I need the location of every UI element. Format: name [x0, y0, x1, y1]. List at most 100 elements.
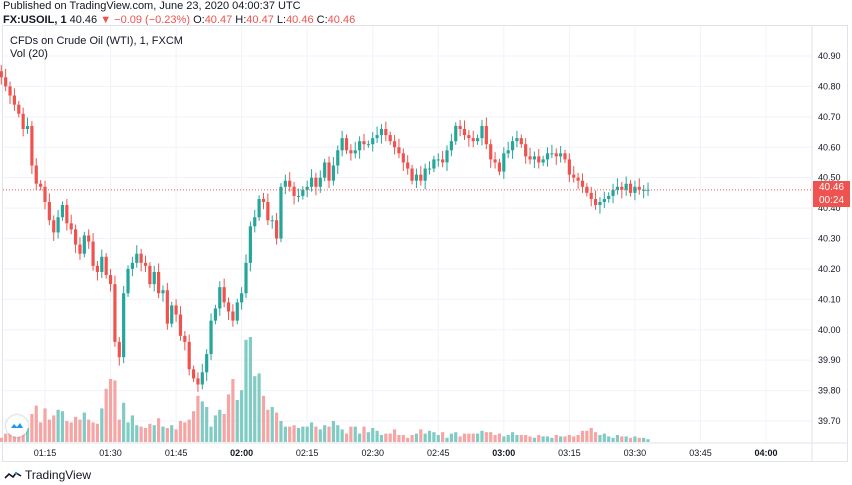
candle-body: [157, 271, 161, 294]
candle-body: [78, 244, 82, 254]
volume-bar: [139, 426, 143, 442]
time-tick-label: 03:30: [624, 448, 647, 458]
candle-body: [283, 180, 287, 187]
candle-body: [170, 305, 174, 324]
candle-body: [484, 125, 488, 145]
volume-bar: [414, 433, 419, 442]
candle-body: [183, 335, 187, 342]
candle-body: [454, 125, 458, 142]
low-value: 40.46: [286, 14, 314, 26]
volume-bar: [130, 415, 134, 442]
candle-body: [545, 153, 550, 160]
tradingview-logo-icon: [4, 471, 22, 479]
candle-body: [445, 150, 449, 163]
candle-body: [510, 141, 515, 151]
time-tick-label: 02:45: [427, 448, 450, 458]
volume-bar: [148, 423, 152, 442]
volume-bar: [572, 436, 576, 442]
candle-body: [314, 177, 318, 187]
candle-body: [323, 162, 327, 178]
close-value: 40.46: [327, 14, 356, 26]
candle-body: [47, 202, 51, 221]
volume-bar: [441, 432, 445, 442]
volume-bar: [515, 435, 519, 442]
volume-bar: [47, 419, 51, 442]
candle-body: [82, 235, 86, 254]
volume-bar: [231, 379, 235, 442]
candle-body: [152, 271, 156, 285]
volume-bar: [423, 433, 427, 442]
candle-body: [524, 144, 528, 157]
volume-bar: [205, 407, 209, 442]
candle-body: [576, 177, 580, 181]
price-tick-label: 39.80: [818, 386, 841, 396]
volume-bar: [602, 433, 606, 442]
candle-body: [100, 256, 104, 272]
volume-bar: [563, 436, 567, 442]
candle-body: [392, 141, 397, 148]
volume-bar: [633, 436, 637, 442]
candle-body: [174, 305, 178, 315]
candle-body: [406, 162, 410, 169]
price-tick-label: 40.50: [818, 173, 841, 183]
candle-body: [471, 138, 475, 142]
volume-bar: [362, 426, 366, 442]
tradingview-brand[interactable]: TradingView: [25, 468, 92, 482]
published-banner: Published on TradingView.com, June 23, 2…: [3, 0, 301, 12]
volume-bar: [524, 435, 528, 442]
volume-bar: [135, 425, 139, 442]
high-value: 40.47: [246, 14, 274, 26]
volume-bar: [375, 430, 379, 442]
price-tick-label: 40.80: [818, 81, 841, 91]
candle-body: [205, 354, 209, 373]
candle-body: [502, 153, 506, 172]
candle-body: [580, 180, 585, 187]
volume-bar: [152, 425, 156, 442]
volume-bar: [187, 419, 191, 442]
volume-bar: [191, 411, 196, 442]
candle-body: [353, 150, 357, 154]
candle-body: [349, 150, 353, 154]
price-tick-label: 40.00: [818, 325, 841, 335]
volume-bar: [165, 428, 169, 442]
volume-bar: [331, 421, 335, 442]
candle-body: [25, 125, 30, 129]
volume-bar: [528, 436, 532, 442]
candle-body: [423, 168, 427, 181]
volume-bar: [397, 435, 401, 442]
volume-bar: [541, 436, 545, 442]
candle-body: [235, 302, 239, 321]
volume-bar: [506, 435, 510, 442]
candle-body: [379, 129, 384, 136]
volume-bar: [143, 428, 148, 442]
volume-bar: [497, 433, 502, 442]
candle-body: [441, 159, 445, 163]
candle-body: [633, 186, 637, 193]
volume-bar: [113, 380, 117, 442]
volume-bar: [253, 376, 257, 442]
candle-body: [497, 162, 502, 172]
candle-body: [218, 287, 222, 309]
candle-body: [624, 183, 628, 190]
volume-bar: [161, 426, 165, 442]
candle-body: [607, 195, 611, 199]
candle-body: [178, 314, 183, 336]
candle-body: [480, 125, 484, 139]
candle-body: [467, 135, 471, 139]
volume-bar: [283, 426, 287, 442]
volume-bar: [646, 439, 650, 442]
volume-bar: [410, 435, 414, 442]
volume-bar: [117, 419, 121, 442]
candle-body: [436, 159, 440, 161]
candle-body: [91, 241, 95, 266]
price-tick-label: 39.90: [818, 355, 841, 365]
low-label: L:: [276, 14, 287, 26]
candle-body: [143, 262, 148, 266]
volume-bar: [309, 422, 314, 442]
volume-bar: [336, 425, 340, 442]
volume-bar: [222, 414, 226, 442]
cloud-button[interactable]: [6, 415, 28, 437]
candle-body: [598, 202, 602, 206]
candle-body: [401, 153, 405, 163]
